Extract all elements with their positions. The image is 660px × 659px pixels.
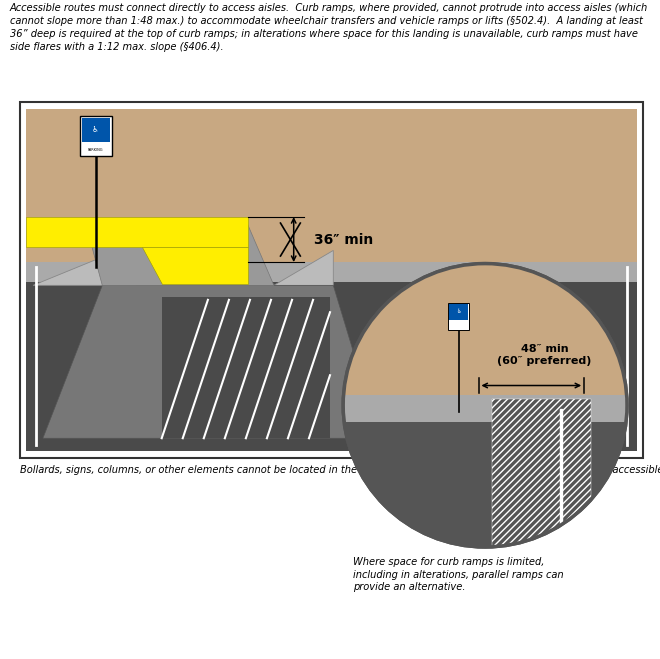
Polygon shape (142, 247, 248, 284)
Bar (448, 303, 469, 330)
Bar (26, 264, 637, 451)
Text: 36″ min: 36″ min (314, 233, 373, 246)
Bar (343, 254, 627, 395)
Bar (80, 116, 112, 156)
Text: PARKING: PARKING (88, 148, 104, 152)
Bar (449, 304, 468, 320)
Bar (26, 262, 637, 282)
Text: 48″ min
(60″ preferred): 48″ min (60″ preferred) (498, 344, 591, 366)
Bar (26, 109, 637, 264)
Polygon shape (43, 285, 380, 438)
Text: Accessible routes must connect directly to access aisles.  Curb ramps, where pro: Accessible routes must connect directly … (10, 3, 648, 51)
Polygon shape (86, 224, 274, 285)
FancyArrow shape (560, 409, 562, 544)
Polygon shape (33, 257, 135, 285)
Bar (343, 399, 627, 554)
Bar (162, 297, 330, 438)
Circle shape (343, 264, 627, 547)
Text: ♿: ♿ (456, 309, 461, 314)
Bar (82, 118, 110, 142)
Text: Bollards, signs, columns, or other elements cannot be located in the access aisl: Bollards, signs, columns, or other eleme… (20, 465, 660, 474)
Polygon shape (274, 250, 333, 285)
Text: Where space for curb ramps is limited,
including in alterations, parallel ramps : Where space for curb ramps is limited, i… (353, 557, 564, 592)
Bar (26, 217, 248, 247)
Bar (492, 399, 591, 547)
Bar (20, 102, 643, 458)
Bar (343, 395, 627, 422)
Text: ♿: ♿ (92, 125, 99, 134)
